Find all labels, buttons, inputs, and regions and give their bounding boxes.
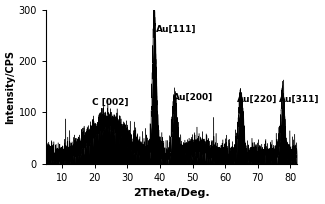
Text: Au[200]: Au[200] [173, 93, 213, 102]
Text: Au[111]: Au[111] [156, 25, 197, 34]
X-axis label: 2Theta/Deg.: 2Theta/Deg. [133, 188, 210, 198]
Text: C [002]: C [002] [92, 98, 128, 107]
Text: Au[220]: Au[220] [237, 95, 277, 104]
Text: Au[311]: Au[311] [279, 95, 319, 104]
Y-axis label: Intensity/CPS: Intensity/CPS [6, 50, 16, 124]
